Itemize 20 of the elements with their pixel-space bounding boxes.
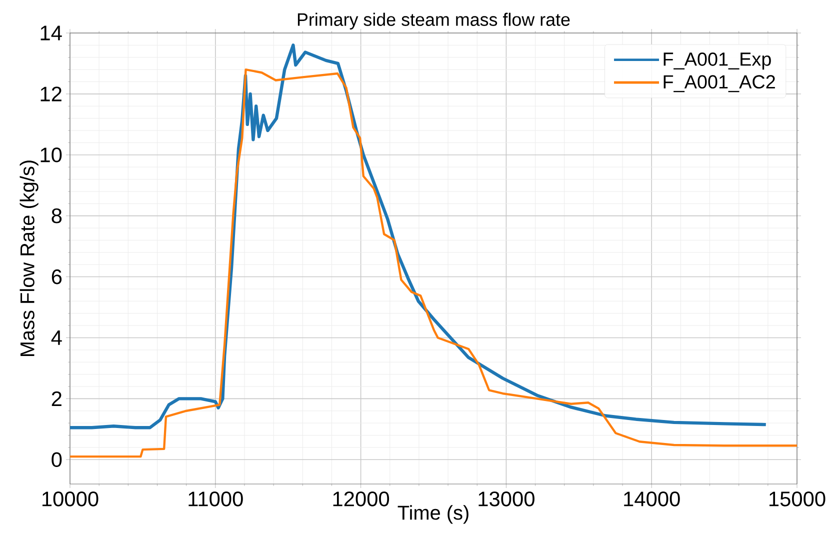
y-tick-label: 10 bbox=[40, 147, 62, 162]
y-tick-label: 4 bbox=[51, 330, 62, 345]
x-tick-label: 12000 bbox=[333, 492, 390, 506]
x-axis-title: Time (s) bbox=[398, 505, 468, 524]
y-tick-label: 14 bbox=[40, 26, 62, 40]
y-axis-title: Mass Flow Rate (kg/s) bbox=[20, 160, 38, 356]
y-tick-label: 0 bbox=[52, 452, 62, 468]
y-tick-label: 8 bbox=[52, 208, 62, 224]
chart-title: Primary side steam mass flow rate bbox=[298, 12, 570, 30]
y-tick-label: 6 bbox=[52, 269, 62, 284]
x-tick-label: 13000 bbox=[478, 492, 534, 506]
x-tick-label: 11000 bbox=[188, 492, 243, 506]
y-tick-label: 12 bbox=[40, 86, 62, 102]
y-tick-label: 2 bbox=[52, 391, 62, 406]
legend-label: F_A001_Exp bbox=[664, 52, 771, 70]
x-tick-label: 14000 bbox=[624, 492, 680, 506]
x-tick-label: 10000 bbox=[42, 492, 98, 506]
line-series bbox=[70, 68, 798, 458]
legend-label: F_A001_AC2 bbox=[664, 75, 775, 92]
x-tick-label: 15000 bbox=[770, 492, 826, 506]
